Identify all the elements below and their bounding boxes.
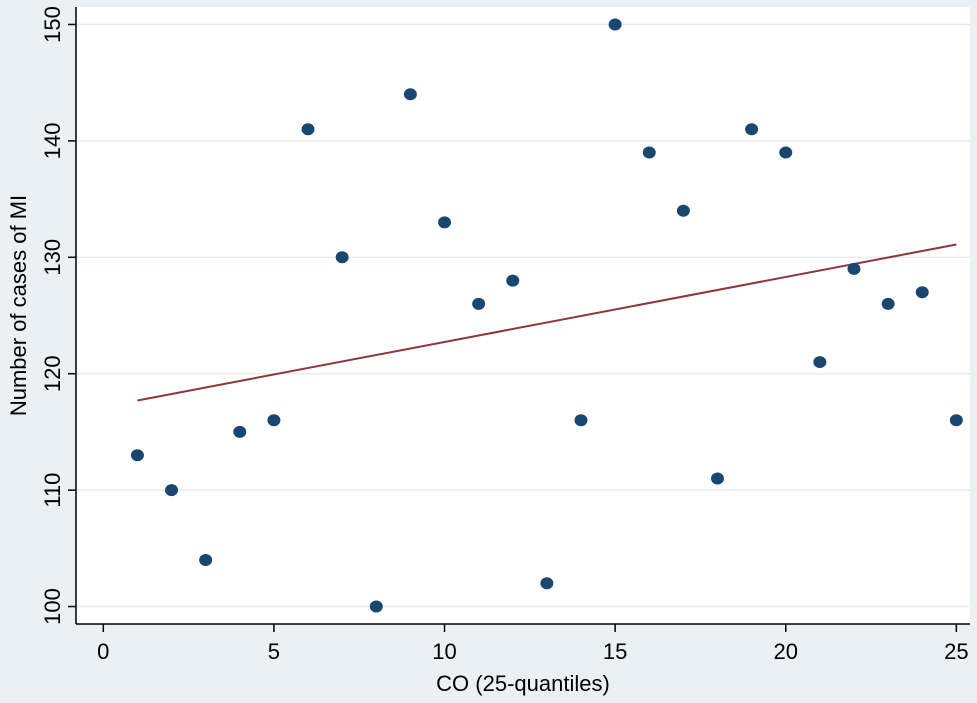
data-points <box>130 18 963 613</box>
x-tick-label: 20 <box>773 639 797 664</box>
data-point <box>779 146 793 159</box>
data-point <box>540 577 554 590</box>
y-tick-label: 150 <box>40 6 65 43</box>
x-tick-label: 10 <box>432 639 456 664</box>
data-point <box>472 297 486 310</box>
data-point <box>574 414 588 427</box>
x-axis-title: CO (25-quantiles) <box>436 671 610 696</box>
data-point <box>949 414 963 427</box>
data-point <box>267 414 281 427</box>
x-tick-label: 5 <box>268 639 280 664</box>
data-point <box>710 472 724 485</box>
gridlines <box>76 23 970 608</box>
data-point <box>847 262 861 275</box>
y-tick-label: 110 <box>40 473 65 508</box>
data-point <box>506 274 520 287</box>
fit-line <box>137 243 957 402</box>
data-point <box>915 286 929 299</box>
y-tick-label: 100 <box>40 588 65 625</box>
x-tick-label: 15 <box>603 639 627 664</box>
data-point <box>813 356 827 369</box>
data-point <box>676 204 690 217</box>
plot-area <box>76 7 970 624</box>
data-point <box>745 123 759 136</box>
data-point <box>165 484 179 497</box>
axes <box>68 7 970 632</box>
data-point <box>881 297 895 310</box>
data-point <box>642 146 656 159</box>
fit-line-group <box>137 243 957 402</box>
data-point <box>301 123 315 136</box>
data-point <box>130 449 144 462</box>
y-tick-label: 120 <box>40 355 65 392</box>
tick-labels: 100 110 120 130 140 150 0 5 10 15 20 25 <box>40 6 969 664</box>
data-point <box>608 18 622 31</box>
x-tick-label: 0 <box>97 639 109 664</box>
data-point <box>403 88 417 101</box>
y-tick-label: 130 <box>40 239 65 276</box>
y-axis-title: Number of cases of MI <box>6 195 31 416</box>
y-tick-label: 140 <box>40 123 65 160</box>
data-point <box>438 216 452 229</box>
data-point <box>335 251 349 264</box>
data-point <box>369 600 383 613</box>
data-point <box>233 425 247 438</box>
data-point <box>199 553 213 566</box>
x-tick-label: 25 <box>944 639 968 664</box>
